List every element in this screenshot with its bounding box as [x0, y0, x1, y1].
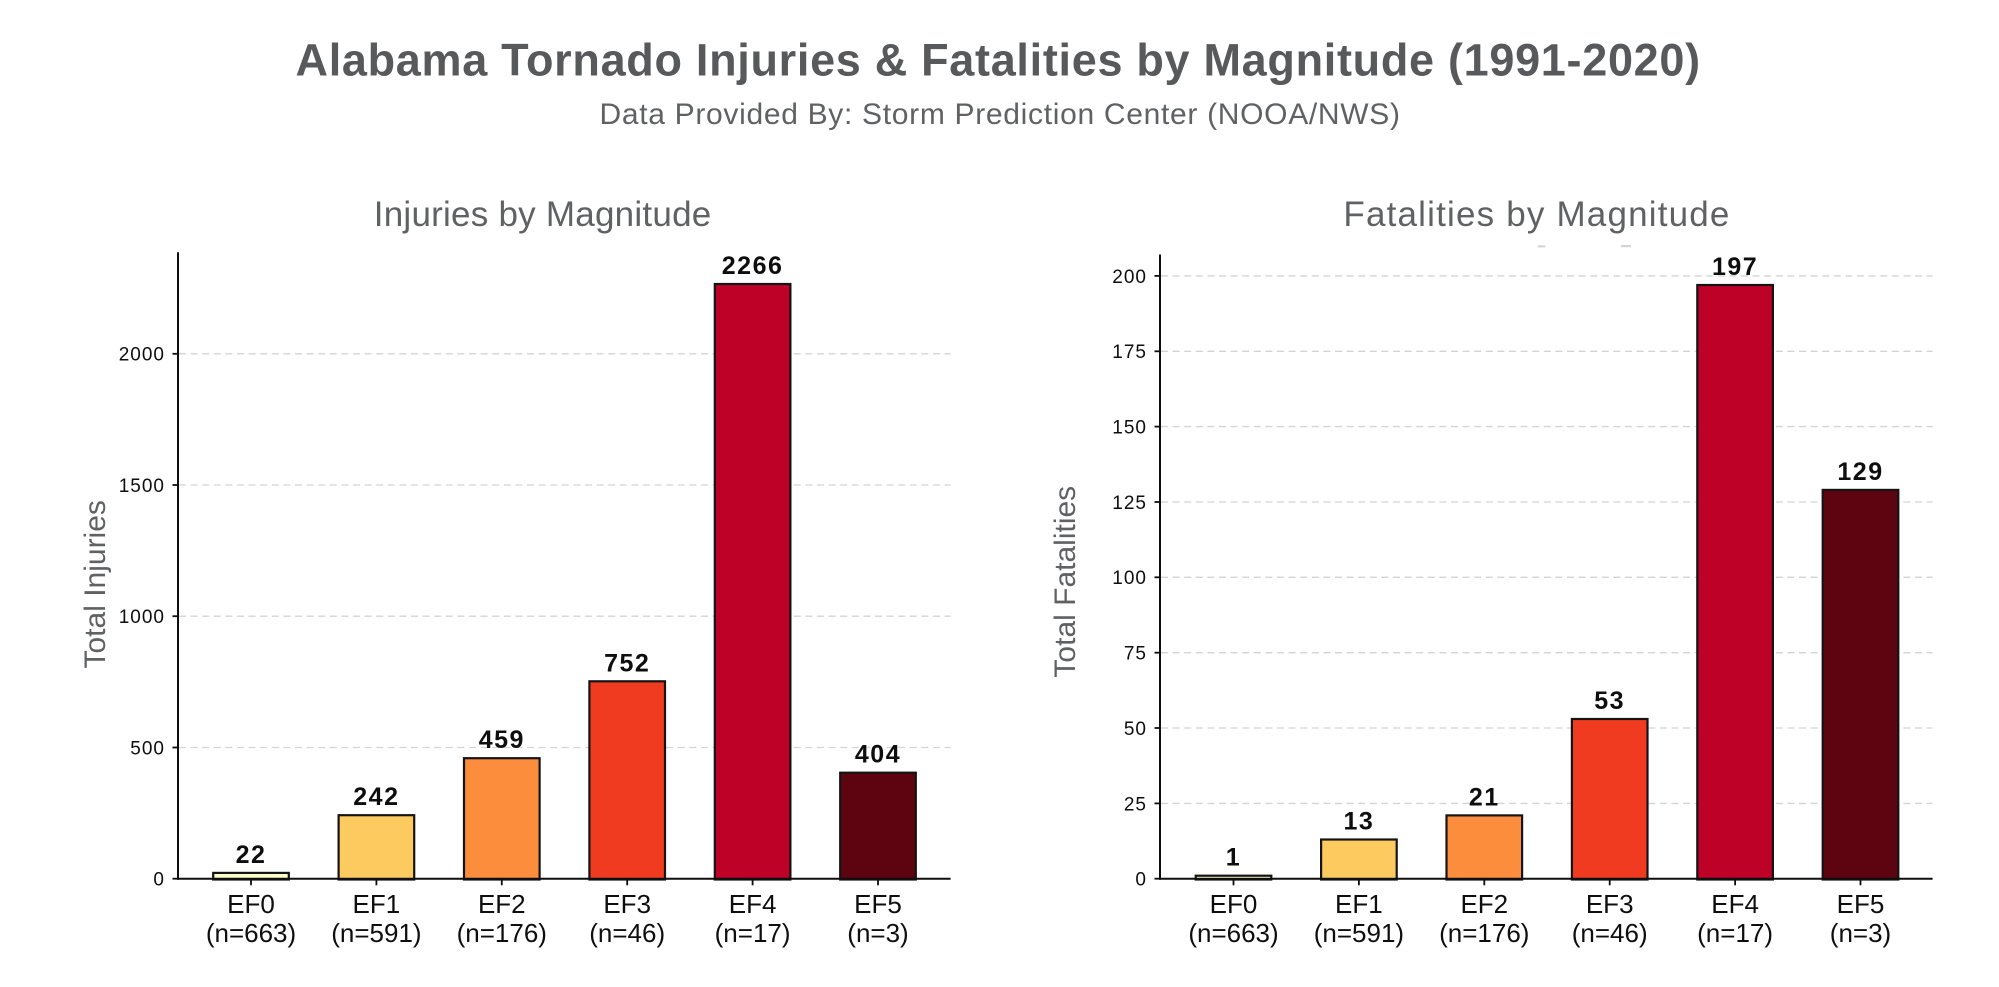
svg-text:0: 0 [1135, 870, 1147, 891]
svg-text:(n=17): (n=17) [1697, 918, 1773, 948]
svg-text:197: 197 [1712, 253, 1758, 281]
svg-text:242: 242 [353, 783, 399, 811]
svg-text:459: 459 [479, 726, 525, 754]
svg-text:(n=663): (n=663) [1188, 918, 1278, 948]
svg-text:25: 25 [1124, 794, 1147, 815]
svg-text:EF0: EF0 [227, 889, 275, 919]
svg-text:Alabama Tornado Injuries & Fat: Alabama Tornado Injuries & Fatalities by… [296, 34, 1701, 85]
svg-text:Fatalities by Magnitude: Fatalities by Magnitude [1343, 195, 1729, 234]
svg-text:Data Provided By: Storm Predic: Data Provided By: Storm Prediction Cente… [600, 98, 1401, 131]
svg-text:129: 129 [1837, 458, 1883, 486]
svg-text:22: 22 [236, 841, 267, 869]
svg-text:0: 0 [153, 870, 165, 891]
svg-text:50: 50 [1124, 719, 1147, 740]
svg-text:1500: 1500 [119, 476, 165, 497]
svg-text:EF0: EF0 [1210, 889, 1258, 919]
svg-text:500: 500 [130, 738, 165, 759]
svg-text:(n=176): (n=176) [1439, 918, 1529, 948]
svg-text:EF2: EF2 [1460, 889, 1508, 919]
svg-text:150: 150 [1112, 418, 1147, 439]
svg-text:175: 175 [1112, 342, 1147, 363]
svg-text:EF4: EF4 [1711, 889, 1759, 919]
svg-text:100: 100 [1112, 568, 1147, 589]
svg-text:Total Injuries: Total Injuries [79, 500, 112, 668]
svg-text:2266: 2266 [722, 252, 784, 280]
svg-text:1000: 1000 [119, 607, 165, 628]
svg-text:EF3: EF3 [603, 889, 651, 919]
svg-text:(n=663): (n=663) [206, 918, 296, 948]
svg-text:(n=176): (n=176) [457, 918, 547, 948]
svg-text:21: 21 [1469, 783, 1500, 811]
svg-text:Injuries by Magnitude: Injuries by Magnitude [374, 195, 712, 234]
svg-text:2000: 2000 [119, 345, 165, 366]
svg-text:(n=591): (n=591) [331, 918, 421, 948]
svg-text:(n=3): (n=3) [1830, 918, 1891, 948]
svg-text:125: 125 [1112, 493, 1147, 514]
svg-text:13: 13 [1343, 808, 1374, 836]
svg-text:(n=17): (n=17) [715, 918, 791, 948]
svg-text:404: 404 [855, 741, 901, 769]
svg-text:1: 1 [1226, 844, 1241, 872]
svg-text:(n=591): (n=591) [1314, 918, 1404, 948]
svg-text:Total Fatalities: Total Fatalities [1049, 486, 1082, 678]
svg-text:752: 752 [604, 649, 650, 677]
svg-text:(n=3): (n=3) [847, 918, 908, 948]
svg-text:53: 53 [1594, 687, 1625, 715]
svg-text:(n=46): (n=46) [589, 918, 665, 948]
svg-text:EF3: EF3 [1586, 889, 1634, 919]
svg-text:75: 75 [1124, 644, 1147, 665]
svg-text:EF2: EF2 [478, 889, 526, 919]
svg-text:EF1: EF1 [1335, 889, 1383, 919]
svg-text:(n=46): (n=46) [1572, 918, 1648, 948]
svg-text:EF5: EF5 [1837, 889, 1885, 919]
svg-text:EF1: EF1 [353, 889, 401, 919]
svg-text:EF5: EF5 [854, 889, 902, 919]
svg-text:EF4: EF4 [729, 889, 777, 919]
svg-text:200: 200 [1112, 267, 1147, 288]
